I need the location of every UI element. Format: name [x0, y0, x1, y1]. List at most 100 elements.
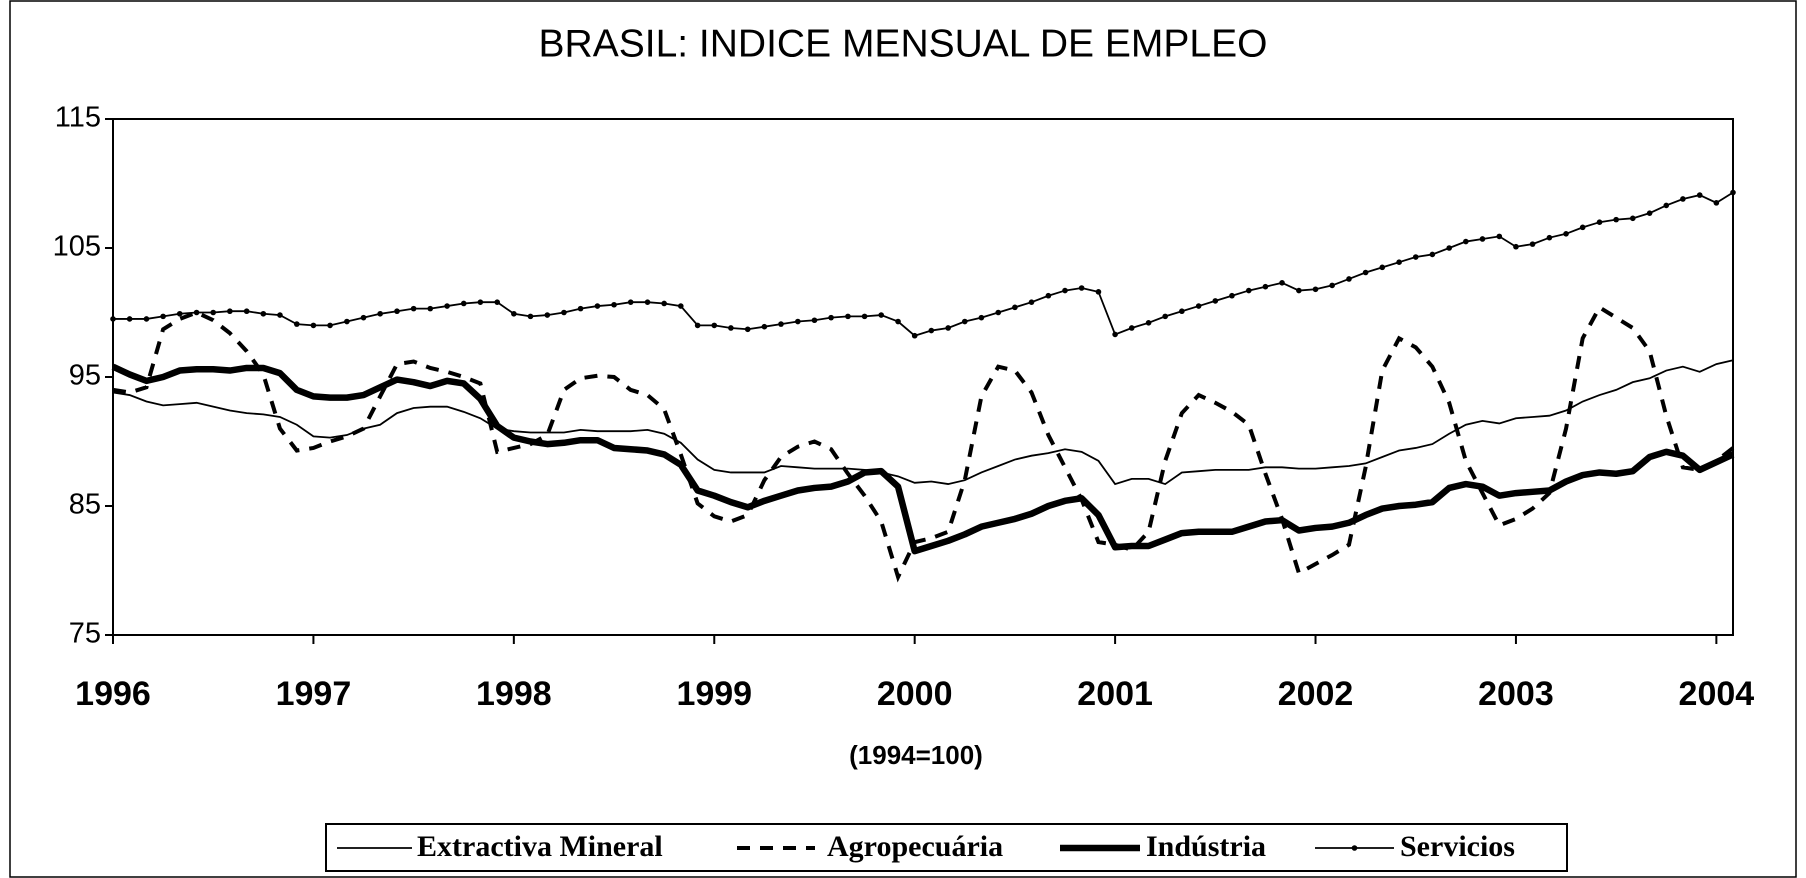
point — [661, 300, 667, 307]
point — [310, 322, 317, 329]
legend-label: Agropecuária — [827, 830, 1003, 863]
point — [1496, 233, 1503, 240]
legend-label: Servicios — [1400, 830, 1515, 863]
point — [1312, 286, 1319, 293]
point — [427, 305, 434, 312]
chart-title: BRASIL: INDICE MENSUAL DE EMPLEO — [539, 22, 1268, 65]
x-tick-label: 1997 — [276, 675, 352, 713]
point — [544, 312, 551, 318]
point — [1446, 245, 1453, 251]
point — [293, 321, 300, 327]
plot-area — [112, 118, 1734, 636]
point — [1062, 287, 1068, 294]
point — [1713, 200, 1720, 206]
point — [1696, 192, 1703, 198]
point — [394, 308, 400, 315]
point — [744, 326, 751, 333]
series-line — [112, 304, 1735, 583]
point — [627, 299, 634, 305]
point — [611, 301, 617, 308]
point — [1463, 238, 1469, 245]
x-tick-label: 1999 — [676, 675, 752, 713]
x-axis-label: (1994=100) — [849, 740, 983, 770]
point — [1012, 304, 1018, 311]
point — [961, 318, 968, 325]
point — [227, 308, 233, 315]
point — [594, 303, 601, 309]
x-tick-label: 1998 — [476, 675, 552, 713]
point — [1262, 283, 1269, 290]
legend-label: Extractiva Mineral — [417, 830, 663, 863]
point — [1296, 287, 1302, 294]
y-tick-label: 85 — [69, 489, 101, 521]
point — [344, 318, 350, 325]
point — [1245, 287, 1252, 294]
y-tick-label: 115 — [55, 102, 101, 134]
point — [978, 314, 985, 321]
point — [945, 325, 951, 331]
y-tick-label: 105 — [53, 231, 101, 263]
point — [160, 313, 166, 320]
point — [911, 332, 918, 339]
point — [928, 327, 935, 334]
point — [460, 300, 467, 307]
point — [1613, 216, 1619, 223]
point — [577, 305, 584, 312]
point — [711, 322, 718, 329]
point — [1546, 234, 1553, 241]
point — [677, 303, 684, 309]
point — [878, 312, 885, 318]
point — [1179, 308, 1185, 315]
point — [1045, 292, 1052, 299]
legend-marker — [1351, 845, 1358, 851]
point — [1362, 269, 1369, 276]
point — [694, 322, 701, 329]
x-tick-label: 2000 — [877, 675, 953, 713]
point — [377, 310, 383, 317]
point — [1112, 331, 1118, 338]
point — [845, 313, 851, 320]
point — [193, 309, 200, 316]
frame — [9, 0, 1797, 878]
point — [895, 318, 901, 325]
point — [494, 299, 501, 305]
point — [1429, 251, 1436, 258]
x-tick-label: 2004 — [1679, 675, 1755, 713]
y-tick-label: 95 — [69, 360, 101, 392]
x-tick-label: 2002 — [1278, 675, 1354, 713]
point — [761, 323, 768, 330]
point — [477, 299, 484, 305]
point — [795, 318, 801, 325]
point — [644, 299, 651, 305]
point — [1479, 236, 1486, 242]
series-line — [111, 363, 1735, 555]
point — [327, 322, 333, 329]
point — [1529, 241, 1536, 247]
point — [828, 314, 834, 321]
point — [1095, 289, 1102, 295]
point — [1028, 299, 1035, 305]
point — [110, 316, 116, 322]
point — [527, 313, 534, 320]
series-line — [113, 191, 1734, 337]
point — [1195, 303, 1202, 309]
x-tick-label: 1996 — [75, 675, 151, 713]
point — [1346, 276, 1352, 282]
point — [778, 321, 784, 327]
point — [260, 310, 267, 317]
point — [861, 313, 868, 320]
point — [1730, 189, 1736, 196]
point — [1629, 215, 1636, 222]
point — [1329, 282, 1335, 289]
point — [511, 310, 517, 317]
point — [561, 309, 567, 316]
point — [360, 314, 367, 321]
point — [1513, 243, 1519, 250]
point — [1680, 196, 1686, 202]
point — [1379, 264, 1386, 271]
point — [126, 316, 133, 322]
point — [1579, 224, 1586, 231]
point — [811, 317, 818, 324]
point — [1563, 231, 1569, 237]
